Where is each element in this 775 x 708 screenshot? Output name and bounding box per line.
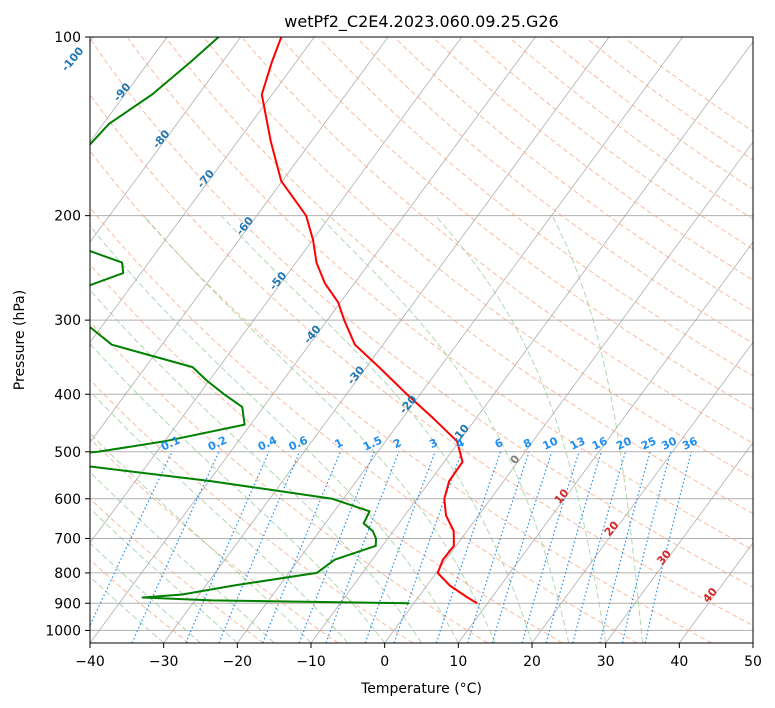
mixing-ratio-line xyxy=(435,451,502,643)
mixing-ratio-label: 13 xyxy=(568,434,587,452)
x-axis-title: Temperature (°C) xyxy=(360,681,482,697)
isotherm-line xyxy=(90,37,242,243)
dry-adiabat xyxy=(280,38,753,410)
x-tick-label: 50 xyxy=(744,654,762,670)
dry-adiabat xyxy=(90,498,264,643)
mixing-ratio-line xyxy=(218,451,301,643)
moist-adiabat xyxy=(551,215,643,643)
dry-adiabat xyxy=(242,38,753,444)
plot-frame xyxy=(89,36,754,644)
dry-adiabat xyxy=(127,38,753,551)
moist-adiabat xyxy=(435,215,607,643)
x-tick-label: 0 xyxy=(380,654,389,670)
isotherm-line xyxy=(90,37,463,544)
x-axis: −40 −30 −20 −10 0 10 20 30 40 50 xyxy=(75,643,762,670)
mixing-ratio-label: 36 xyxy=(680,434,700,452)
isotherm-line xyxy=(90,37,315,343)
mixing-ratio-line xyxy=(521,451,580,643)
y-tick-label: 300 xyxy=(54,313,81,329)
mixing-ratio-line xyxy=(572,451,627,643)
y-tick-label: 600 xyxy=(54,492,81,508)
isotherm-line xyxy=(384,141,753,643)
dry-adiabat xyxy=(433,38,753,281)
mixing-ratio-label: 20 xyxy=(614,434,634,452)
moist-adiabat xyxy=(318,215,570,643)
x-tick-label: −30 xyxy=(149,654,179,670)
y-tick-label: 200 xyxy=(54,209,81,225)
x-tick-label: 10 xyxy=(449,654,467,670)
moist-adiabat xyxy=(90,289,422,643)
chart-title: wetPf2_C2E4.2023.060.09.25.G26 xyxy=(284,12,558,32)
isotherm-line xyxy=(458,241,753,643)
mixing-ratio-label: 16 xyxy=(590,434,610,452)
mixing-ratio-line xyxy=(466,451,530,643)
mixing-ratio-line xyxy=(545,451,602,643)
isotherm-line xyxy=(531,341,753,643)
dry-adiabat xyxy=(90,206,638,643)
dewpoint-profile-line xyxy=(90,37,410,605)
mixing-ratio-label: 30 xyxy=(660,434,680,452)
dry-adiabat xyxy=(357,38,753,344)
isotherm-line xyxy=(237,37,684,643)
x-tick-label: 40 xyxy=(670,654,688,670)
dry-adiabat xyxy=(471,38,753,250)
mixing-ratio-line xyxy=(262,451,341,643)
mixing-ratio-line xyxy=(364,451,436,643)
y-tick-label: 1000 xyxy=(45,623,81,639)
moist-adiabat xyxy=(90,390,349,643)
x-tick-label: −20 xyxy=(223,654,253,670)
mixing-ratio-line xyxy=(644,451,692,643)
x-tick-label: 20 xyxy=(523,654,541,670)
mixing-ratio-line xyxy=(491,451,553,643)
mixing-ratio-label: 10 xyxy=(541,434,561,452)
isotherm-line xyxy=(605,441,753,643)
dry-adiabat xyxy=(548,38,753,190)
dry-adiabat xyxy=(90,321,488,643)
background-lines xyxy=(90,37,753,643)
dry-adiabat xyxy=(90,263,563,643)
moist-adiabat xyxy=(220,215,533,643)
isotherm-line xyxy=(163,37,610,643)
moist-adiabat xyxy=(90,507,238,643)
mixing-ratio-line xyxy=(621,451,672,643)
y-tick-label: 500 xyxy=(54,445,81,461)
y-axis-title: Pressure (hPa) xyxy=(12,290,28,390)
x-tick-label: 30 xyxy=(597,654,615,670)
x-tick-label: −10 xyxy=(296,654,326,670)
series-lines xyxy=(90,37,478,605)
temperature-profile-line xyxy=(260,37,478,605)
mixing-ratio-line xyxy=(298,451,375,643)
y-tick-label: 100 xyxy=(54,30,81,46)
dry-adiabat xyxy=(166,38,753,515)
y-axis: 100 200 300 400 500 600 700 800 900 1000 xyxy=(45,30,90,639)
mixing-ratio-label: 25 xyxy=(639,434,658,452)
y-tick-label: 700 xyxy=(54,532,81,548)
y-tick-label: 900 xyxy=(54,596,81,612)
moist-adiabat xyxy=(90,343,386,643)
mixing-ratio-line xyxy=(599,451,651,643)
moist-adiabat xyxy=(143,215,496,643)
dry-adiabat xyxy=(319,38,753,377)
dry-adiabat xyxy=(395,38,753,312)
mixing-ratio-line xyxy=(325,451,400,643)
dry-adiabat xyxy=(90,93,753,627)
dry-adiabat xyxy=(204,38,753,479)
isotherm-line xyxy=(310,40,753,643)
y-tick-label: 800 xyxy=(54,566,81,582)
moist-adiabat xyxy=(90,576,165,643)
mixing-ratio-line xyxy=(185,451,270,643)
y-tick-label: 400 xyxy=(54,387,81,403)
x-tick-label: −40 xyxy=(75,654,105,670)
dry-adiabat xyxy=(90,150,712,643)
isotherm-line xyxy=(90,37,168,143)
isotherm-line xyxy=(90,37,389,444)
moist-adiabat xyxy=(90,542,201,643)
